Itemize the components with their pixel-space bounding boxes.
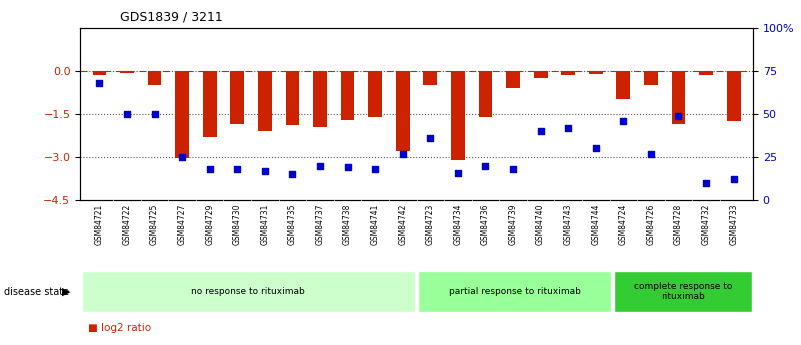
Bar [285, 71, 300, 125]
Bar [671, 71, 686, 124]
Text: GSM84737: GSM84737 [316, 204, 324, 245]
Bar [617, 71, 630, 99]
Bar [614, 271, 751, 312]
Text: GSM84730: GSM84730 [233, 204, 242, 245]
Bar [418, 271, 611, 312]
Point [506, 166, 519, 172]
Bar [451, 71, 465, 160]
Text: GSM84728: GSM84728 [674, 204, 683, 245]
Point [672, 113, 685, 118]
Point [368, 166, 381, 172]
Point [534, 128, 547, 134]
Bar [175, 71, 189, 158]
Bar [231, 71, 244, 124]
Text: GSM84744: GSM84744 [591, 204, 600, 245]
Text: partial response to rituximab: partial response to rituximab [449, 287, 581, 296]
Bar [533, 71, 548, 78]
Bar [699, 71, 713, 75]
Bar [589, 71, 602, 73]
Bar [644, 71, 658, 85]
Text: disease state: disease state [4, 287, 69, 296]
Bar [727, 71, 741, 121]
Bar [340, 71, 355, 120]
Text: complete response to
rituximab: complete response to rituximab [634, 282, 732, 301]
Text: GSM84742: GSM84742 [398, 204, 407, 245]
Point [286, 171, 299, 177]
Bar [82, 271, 415, 312]
Text: GSM84736: GSM84736 [481, 204, 490, 245]
Text: GSM84731: GSM84731 [260, 204, 269, 245]
Text: GSM84729: GSM84729 [205, 204, 214, 245]
Text: no response to rituximab: no response to rituximab [191, 287, 305, 296]
Bar [478, 71, 493, 117]
Bar [120, 71, 134, 73]
Point [699, 180, 712, 186]
Point [424, 135, 437, 141]
Bar [313, 71, 327, 127]
Text: GSM84733: GSM84733 [729, 204, 739, 245]
Text: GSM84739: GSM84739 [509, 204, 517, 245]
Point [396, 151, 409, 156]
Text: GSM84743: GSM84743 [564, 204, 573, 245]
Bar [368, 71, 382, 117]
Text: GSM84734: GSM84734 [453, 204, 462, 245]
Text: GSM84741: GSM84741 [371, 204, 380, 245]
Text: GSM84721: GSM84721 [95, 204, 104, 245]
Text: ▶: ▶ [62, 287, 70, 296]
Bar [396, 71, 409, 151]
Point [341, 165, 354, 170]
Bar [506, 71, 520, 88]
Point [175, 154, 188, 160]
Bar [562, 71, 575, 75]
Bar [147, 71, 162, 85]
Text: GSM84740: GSM84740 [536, 204, 545, 245]
Point [203, 166, 216, 172]
Point [314, 163, 327, 168]
Point [645, 151, 658, 156]
Text: GSM84726: GSM84726 [646, 204, 655, 245]
Point [727, 177, 740, 182]
Point [121, 111, 134, 117]
Point [562, 125, 574, 130]
Point [479, 163, 492, 168]
Point [590, 146, 602, 151]
Text: GSM84722: GSM84722 [123, 204, 131, 245]
Text: GSM84732: GSM84732 [702, 204, 710, 245]
Text: ■ log2 ratio: ■ log2 ratio [88, 323, 151, 333]
Text: GSM84725: GSM84725 [150, 204, 159, 245]
Bar [258, 71, 272, 131]
Text: GSM84727: GSM84727 [178, 204, 187, 245]
Point [617, 118, 630, 124]
Point [452, 170, 465, 175]
Text: GSM84724: GSM84724 [619, 204, 628, 245]
Text: GSM84738: GSM84738 [343, 204, 352, 245]
Text: GSM84735: GSM84735 [288, 204, 297, 245]
Point [93, 80, 106, 86]
Bar [424, 71, 437, 85]
Text: GDS1839 / 3211: GDS1839 / 3211 [120, 10, 223, 23]
Bar [203, 71, 216, 137]
Bar [92, 71, 107, 75]
Point [148, 111, 161, 117]
Point [231, 166, 244, 172]
Text: GSM84723: GSM84723 [426, 204, 435, 245]
Point [259, 168, 272, 174]
